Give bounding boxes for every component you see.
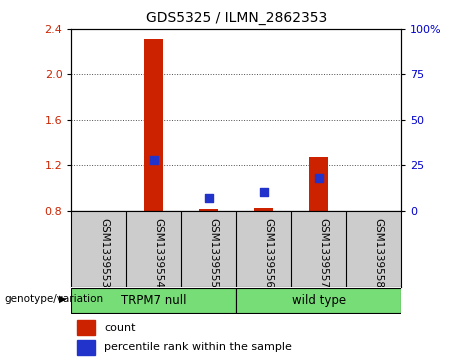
Bar: [254, 208, 273, 211]
Text: wild type: wild type: [292, 294, 346, 307]
Point: [315, 175, 322, 181]
Bar: [77, 340, 95, 355]
Text: GSM1339556: GSM1339556: [264, 218, 274, 288]
Point: [150, 157, 158, 163]
Text: GSM1339553: GSM1339553: [99, 218, 109, 288]
Text: percentile rank within the sample: percentile rank within the sample: [104, 342, 292, 352]
Bar: [309, 157, 328, 211]
Text: GSM1339554: GSM1339554: [154, 218, 164, 288]
Bar: [144, 39, 164, 211]
Text: ▶: ▶: [59, 294, 67, 304]
Text: genotype/variation: genotype/variation: [5, 294, 104, 304]
Point: [260, 189, 267, 195]
Text: GSM1339557: GSM1339557: [319, 218, 329, 288]
Bar: [236, 288, 401, 313]
Text: count: count: [104, 323, 136, 333]
Text: GSM1339555: GSM1339555: [209, 218, 219, 288]
Bar: [71, 288, 236, 313]
Text: TRPM7 null: TRPM7 null: [121, 294, 187, 307]
Bar: [199, 209, 219, 211]
Text: GSM1339558: GSM1339558: [373, 218, 384, 288]
Title: GDS5325 / ILMN_2862353: GDS5325 / ILMN_2862353: [146, 11, 327, 25]
Bar: [77, 320, 95, 335]
Point: [205, 195, 213, 201]
